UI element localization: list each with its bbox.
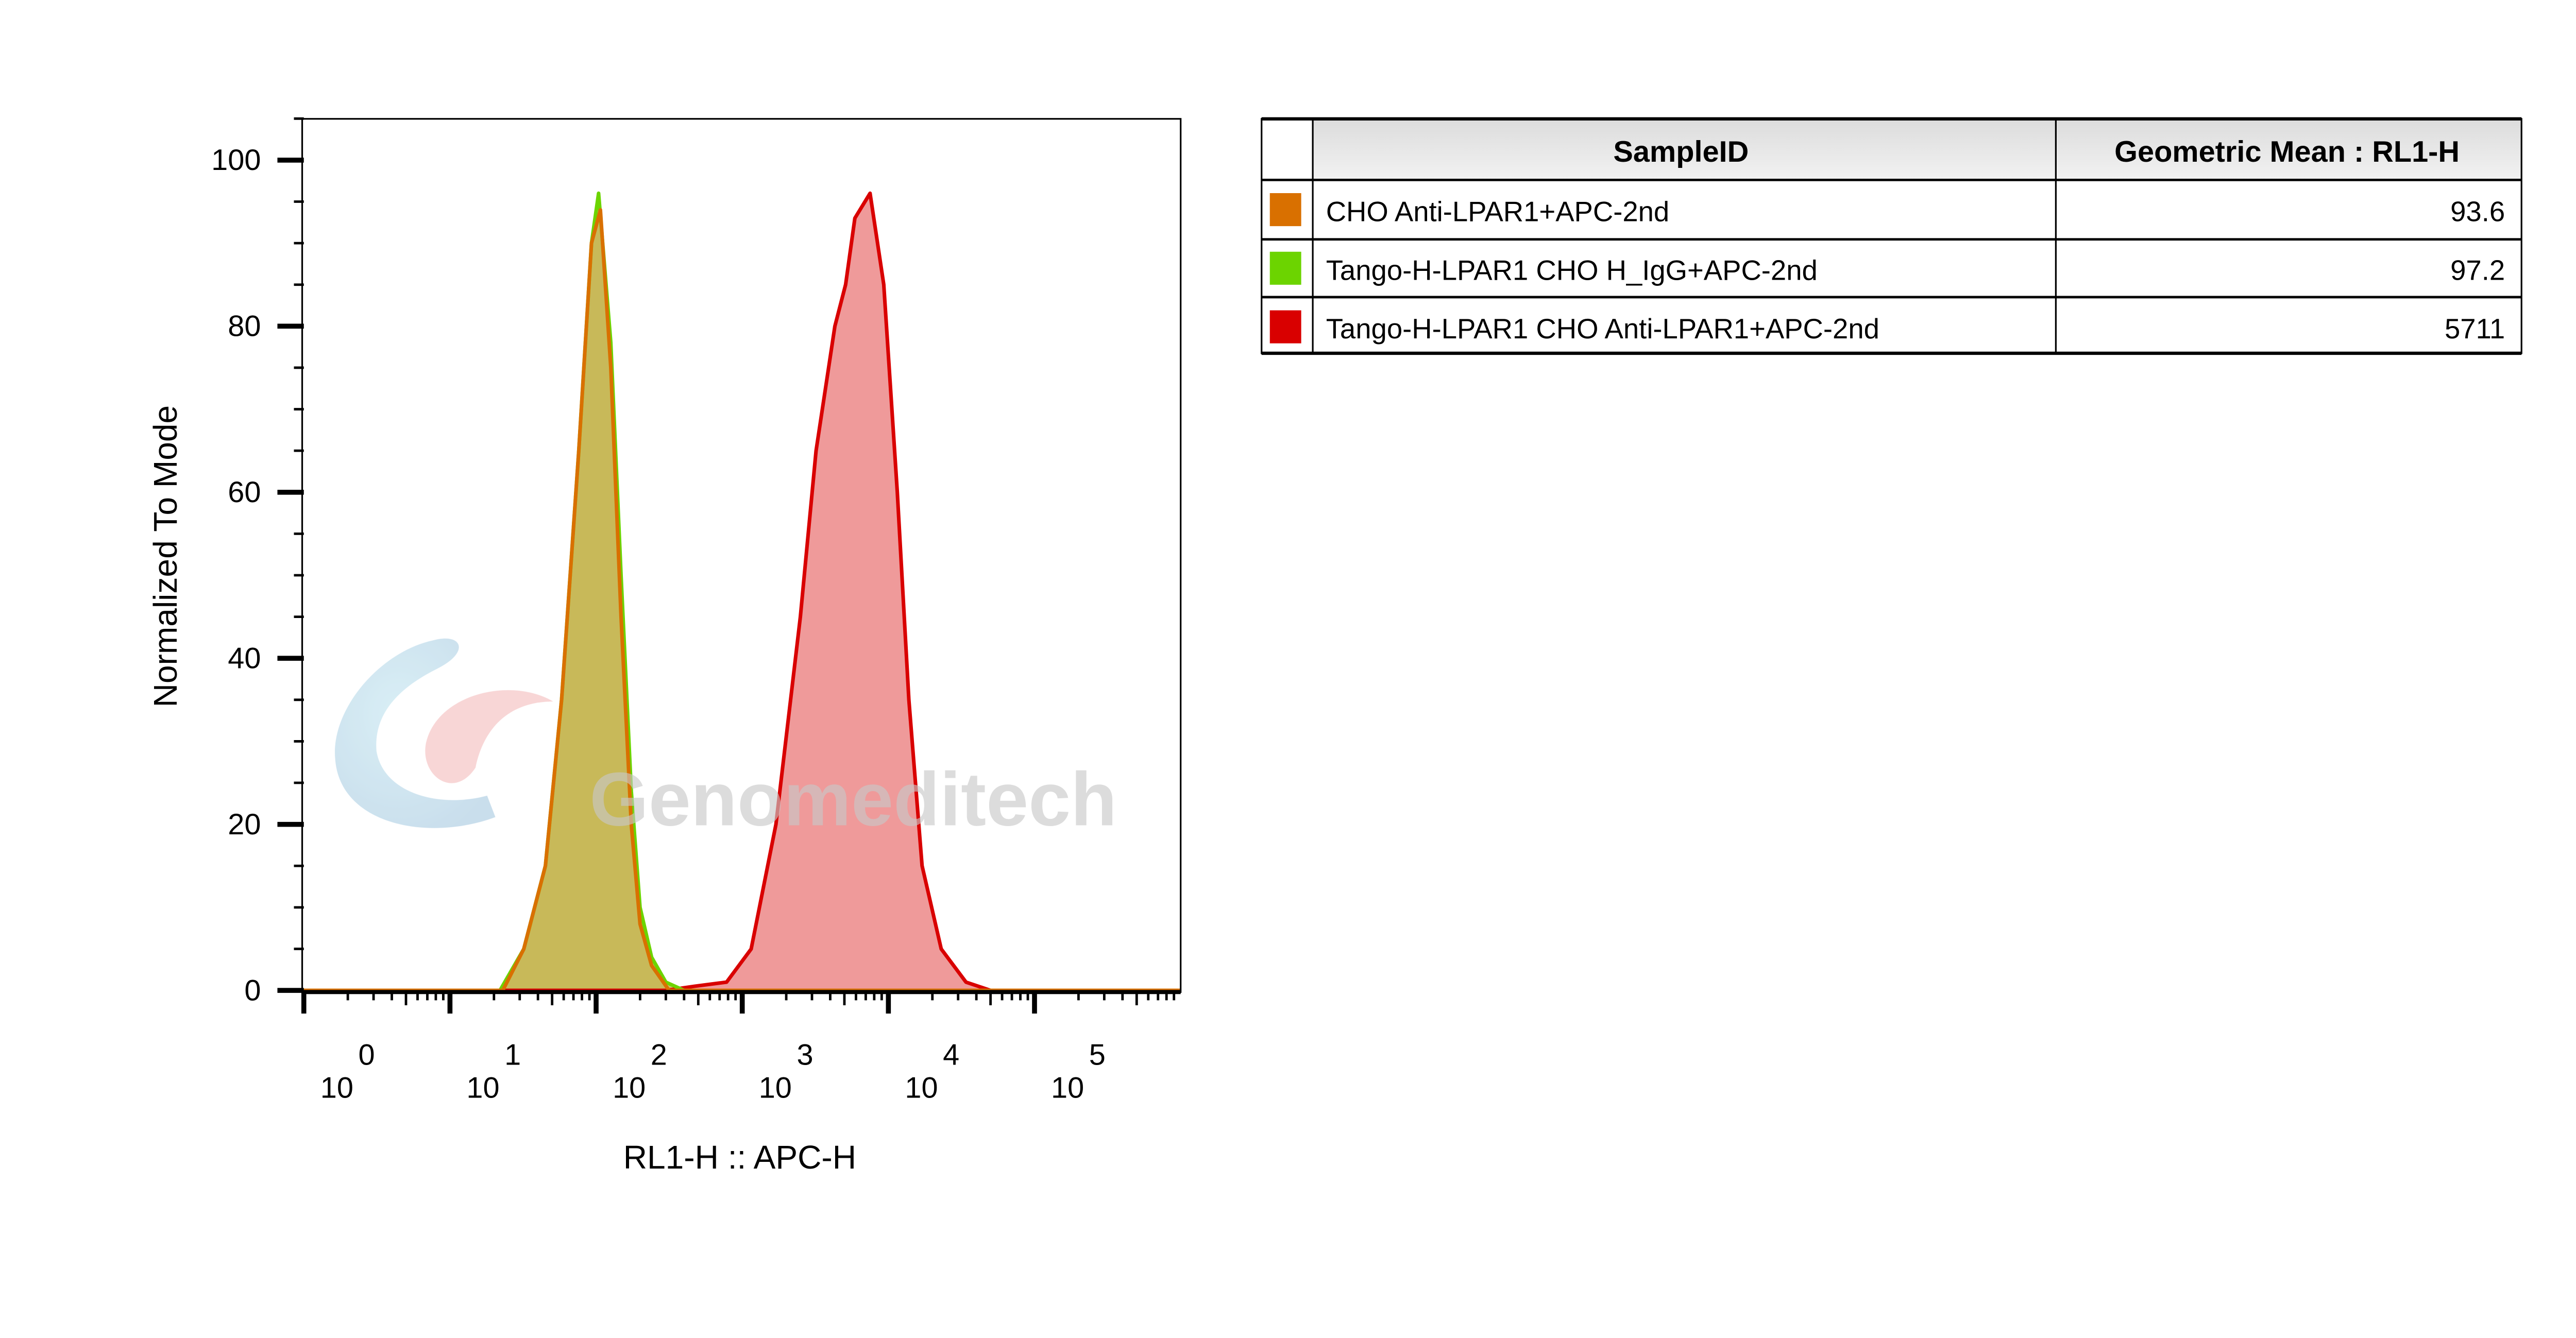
x-tick-label: 10 [759, 1071, 792, 1104]
series-fill-1 [303, 193, 1181, 991]
table-rows: CHO Anti-LPAR1+APC-2nd 93.6 Tango-H-LPAR1 … [1269, 193, 2505, 345]
legend-swatch [1269, 310, 1301, 344]
table-cell-sample: CHO Anti-LPAR1+APC-2nd [1326, 196, 1670, 227]
x-axis-label: RL1-H :: APC-H [623, 1139, 856, 1176]
x-tick-exponent: 2 [651, 1038, 667, 1071]
x-tick-exponent: 5 [1089, 1038, 1106, 1071]
x-tick-exponent: 1 [504, 1038, 521, 1071]
series-fill-2 [303, 210, 1181, 991]
stats-table: SampleID Geometric Mean : RL1-H CHO Anti… [1261, 117, 2522, 355]
series-fill-0 [303, 193, 1181, 991]
table-cell-value: 93.6 [2450, 196, 2505, 227]
table-cell-value: 97.2 [2450, 254, 2505, 286]
x-tick-label: 10 [320, 1071, 353, 1104]
y-tick-label: 40 [228, 642, 261, 675]
x-tick-exponent: 3 [796, 1038, 813, 1071]
watermark: Genomeditech [334, 638, 1117, 842]
watermark-text: Genomeditech [589, 758, 1117, 842]
y-tick-label: 0 [244, 974, 261, 1007]
plot-frame [301, 118, 1182, 993]
x-tick-exponent: 0 [358, 1038, 375, 1071]
y-tick-label: 60 [228, 476, 261, 509]
x-tick-label: 10 [466, 1071, 499, 1104]
table-header-sampleid: SampleID [1613, 135, 1749, 168]
y-axis-label: Normalized To Mode [147, 405, 184, 708]
table-cell-sample: Tango-H-LPAR1 CHO H_IgG+APC-2nd [1326, 254, 1818, 286]
table-header-geomean: Geometric Mean : RL1-H [2114, 135, 2460, 168]
x-tick-label: 10 [905, 1071, 938, 1104]
legend-swatch [1269, 251, 1301, 285]
y-tick-label: 80 [228, 310, 261, 343]
y-tick-label: 20 [228, 808, 261, 841]
table-header-bg [1313, 118, 2522, 180]
legend-swatch [1269, 193, 1301, 227]
series-line-2 [303, 208, 1181, 992]
x-tick-exponent: 4 [943, 1038, 959, 1071]
table-cell-value: 5711 [2445, 313, 2505, 345]
y-tick-label: 100 [211, 144, 261, 177]
x-tick-label: 10 [1051, 1071, 1084, 1104]
series-line-1 [303, 191, 1181, 992]
x-tick-label: 10 [613, 1071, 646, 1104]
table-cell-sample: Tango-H-LPAR1 CHO Anti-LPAR1+APC-2nd [1326, 313, 1879, 345]
watermark-logo-icon [334, 638, 496, 828]
watermark-logo-icon [425, 690, 553, 783]
series-line-0 [303, 191, 1181, 992]
